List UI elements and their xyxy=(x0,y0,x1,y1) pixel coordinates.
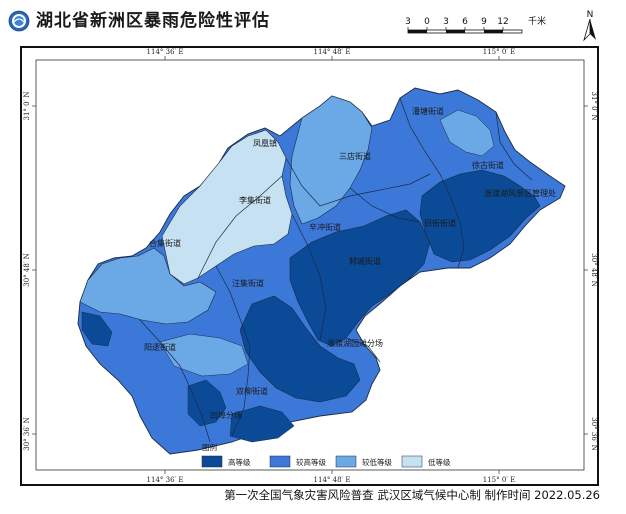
coord-top-3: 115° 0′ E xyxy=(483,48,515,56)
footer-credit: 第一次全国气象灾害风险普查 武汉区域气候中心制 制作时间 2022.05.26 xyxy=(224,488,600,502)
legend-title: 图例 xyxy=(202,442,217,452)
scale-tick-label: 9 xyxy=(481,17,487,27)
zone-mid-low-north xyxy=(289,95,373,225)
place-sandian: 三店街道 xyxy=(339,151,371,161)
coord-left-2: 30° 48′ N xyxy=(23,253,31,286)
place-fenghuang: 凤凰镇 xyxy=(253,138,277,148)
zone-high-yangluo xyxy=(81,311,113,347)
scale-tick-label: 3 xyxy=(443,17,449,27)
place-jiuzhuang: 旧街街道 xyxy=(424,218,456,228)
scale-tick-label: 12 xyxy=(497,17,508,27)
legend-swatch-low xyxy=(401,455,423,468)
header: 湖北省新洲区暴雨危险性评估 3 0 3 6 9 12 千米 N xyxy=(0,0,626,46)
legend-label-high: 高等级 xyxy=(228,457,251,467)
zone-mid-low-west xyxy=(79,247,217,325)
coord-right-1: 31° 0′ N xyxy=(590,91,598,120)
coord-bottom-1: 114° 36′ E xyxy=(147,476,184,484)
place-yangluo: 阳逻街道 xyxy=(144,342,176,352)
legend-label-mid-high: 较高等级 xyxy=(296,457,326,467)
map-title: 湖北省新洲区暴雨危险性评估 xyxy=(36,11,270,31)
coord-bottom-3: 115° 0′ E xyxy=(483,476,515,484)
township-boundaries xyxy=(139,97,533,443)
scale-unit: 千米 xyxy=(528,15,546,27)
scale-tick-label: 6 xyxy=(462,17,468,27)
zone-mid-low-southwest xyxy=(159,333,249,377)
place-shuangliu: 双柳街道 xyxy=(236,386,268,396)
place-liming: 辛冲街道 xyxy=(309,222,341,232)
coord-right-3: 30° 36′ N xyxy=(590,417,598,450)
meteorology-emblem-icon xyxy=(8,10,30,32)
zone-mid-low-northeast xyxy=(439,109,495,157)
place-lijijie: 李集街道 xyxy=(239,195,271,205)
coord-right-2: 30° 48′ N xyxy=(590,253,598,286)
place-zhangdu-farm: 涨渡湖园滩分场 xyxy=(327,338,383,348)
scale-tick-label: 0 xyxy=(424,17,430,27)
north-label: N xyxy=(587,10,594,20)
legend-swatch-high xyxy=(201,455,223,468)
legend-swatch-mid-low xyxy=(335,455,357,468)
legend-label-mid-low: 较低等级 xyxy=(362,457,392,467)
place-panjie: 潘塘街道 xyxy=(412,106,444,116)
place-hejijie: 合集街道 xyxy=(149,238,181,248)
place-aopu: 凹埠分场 xyxy=(210,410,242,420)
legend: 图例 高等级 较高等级 较低等级 低等级 xyxy=(201,442,451,468)
coord-top-2: 114° 48′ E xyxy=(314,48,351,56)
coord-top-1: 114° 36′ E xyxy=(147,48,184,56)
graticule-ticks xyxy=(32,56,588,474)
zone-high-east xyxy=(419,169,541,263)
map[interactable]: 114° 36′ E 114° 48′ E 115° 0′ E 114° 36′… xyxy=(20,46,599,486)
inner-neatline xyxy=(35,59,585,471)
coord-bottom-2: 114° 48′ E xyxy=(314,476,351,484)
north-arrow: N xyxy=(583,10,596,42)
place-lakeshore: 涨渡湖风景区管理处 xyxy=(484,188,556,198)
coord-left-3: 30° 36′ N xyxy=(23,417,31,450)
zone-low xyxy=(161,129,293,285)
place-wangji: 汪集街道 xyxy=(232,278,264,288)
north-arrow-icon xyxy=(590,19,596,40)
title-group: 湖北省新洲区暴雨危险性评估 xyxy=(8,10,270,32)
zone-high-shuangliu xyxy=(229,405,295,443)
zone-high-southwest xyxy=(187,379,227,427)
coord-left-1: 31° 0′ N xyxy=(23,91,31,120)
zone-high-south xyxy=(239,295,361,403)
scale-tick-label: 3 xyxy=(405,17,411,27)
scale-bar: 3 0 3 6 9 12 千米 xyxy=(405,15,546,34)
legend-label-low: 低等级 xyxy=(428,457,451,467)
place-xinchong: 邾城街道 xyxy=(349,256,381,266)
legend-swatch-mid-high xyxy=(269,455,291,468)
place-xuwei: 徐古街道 xyxy=(472,160,504,170)
